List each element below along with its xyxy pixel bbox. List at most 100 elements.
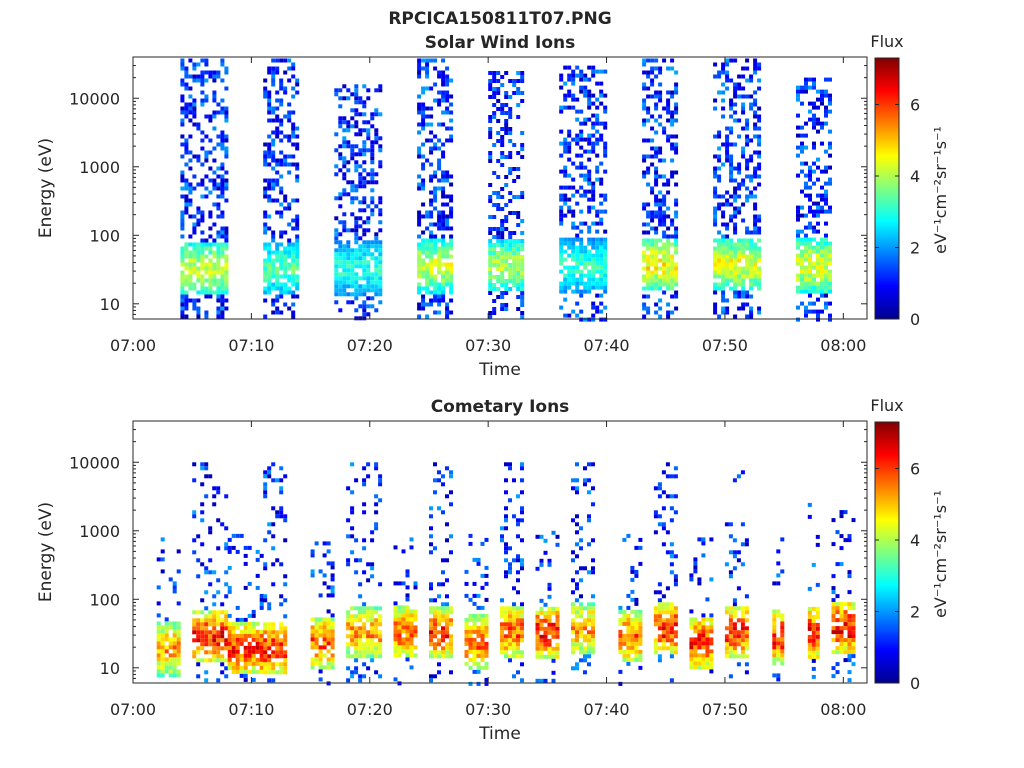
heatmap-cell: [196, 610, 201, 615]
heatmap-cell: [587, 261, 592, 266]
heatmap-cell: [437, 582, 441, 587]
heatmap-cell: [208, 226, 213, 231]
heatmap-cell: [666, 246, 671, 251]
heatmap-cell: [429, 630, 433, 635]
heatmap-cell: [342, 244, 347, 249]
heatmap-cell: [618, 605, 623, 610]
heatmap-cell: [445, 222, 450, 227]
heatmap-cell: [168, 625, 173, 630]
heatmap-cell: [646, 294, 651, 299]
heatmap-cell: [804, 257, 808, 262]
heatmap-cell: [267, 646, 272, 651]
heatmap-cell: [753, 274, 758, 279]
heatmap-cell: [828, 165, 832, 170]
heatmap-cell: [508, 243, 513, 247]
heatmap-cell: [370, 630, 375, 635]
heatmap-cell: [828, 317, 832, 322]
heatmap-cell: [220, 522, 225, 527]
heatmap-cell: [441, 650, 445, 655]
heatmap-cell: [504, 127, 509, 131]
heatmap-cell: [318, 665, 323, 670]
heatmap-cell: [263, 642, 268, 647]
heatmap-cell: [749, 270, 754, 275]
heatmap-cell: [741, 126, 746, 131]
heatmap-cell: [831, 626, 836, 631]
heatmap-cell: [591, 622, 595, 627]
heatmap-cell: [595, 269, 600, 274]
heatmap-cell: [192, 62, 197, 67]
heatmap-cell: [350, 212, 355, 217]
heatmap-cell: [812, 237, 816, 242]
heatmap-cell: [654, 90, 659, 95]
heatmap-cell: [732, 610, 737, 615]
heatmap-cell: [184, 266, 189, 271]
heatmap-cell: [267, 250, 272, 255]
heatmap-cell: [516, 243, 521, 247]
heatmap-cell: [271, 158, 276, 163]
heatmap-cell: [816, 249, 820, 254]
heatmap-cell: [796, 113, 800, 118]
heatmap-cell: [595, 237, 600, 242]
heatmap-cell: [658, 214, 663, 219]
heatmap-cell: [216, 202, 221, 207]
heatmap-cell: [575, 606, 579, 611]
heatmap-cell: [188, 278, 193, 283]
heatmap-cell: [208, 70, 213, 75]
heatmap-cell: [362, 100, 367, 105]
heatmap-cell: [362, 120, 367, 125]
heatmap-cell: [630, 645, 635, 650]
heatmap-cell: [701, 653, 706, 658]
heatmap-cell: [571, 486, 575, 491]
heatmap-cell: [362, 614, 367, 619]
heatmap-cell: [709, 669, 714, 674]
heatmap-cell: [441, 614, 445, 619]
heatmap-cell: [741, 102, 746, 107]
heatmap-cell: [275, 58, 280, 63]
heatmap-cell: [409, 625, 414, 630]
heatmap-cell: [168, 657, 173, 662]
heatmap-cell: [492, 247, 497, 251]
heatmap-cell: [724, 562, 729, 567]
heatmap-cell: [334, 228, 339, 233]
heatmap-cell: [358, 172, 363, 177]
heatmap-cell: [192, 102, 197, 107]
heatmap-cell: [749, 178, 754, 183]
heatmap-cell: [555, 642, 560, 647]
heatmap-cell: [847, 622, 852, 627]
heatmap-cell: [749, 314, 754, 319]
heatmap-cell: [437, 254, 442, 259]
heatmap-cell: [204, 114, 209, 119]
heatmap-cell: [429, 278, 434, 283]
heatmap-cell: [839, 642, 844, 647]
heatmap-cell: [200, 70, 205, 75]
heatmap-cell: [662, 214, 667, 219]
heatmap-cell: [200, 74, 205, 79]
heatmap-cell: [196, 646, 201, 651]
heatmap-cell: [508, 131, 513, 135]
heatmap-cell: [362, 538, 367, 543]
heatmap-cell: [504, 610, 508, 615]
heatmap-cell: [184, 138, 189, 143]
heatmap-cell: [421, 122, 426, 127]
heatmap-cell: [350, 148, 355, 153]
heatmap-cell: [449, 242, 454, 247]
heatmap-cell: [267, 142, 272, 147]
heatmap-cell: [354, 120, 359, 125]
heatmap-cell: [828, 261, 832, 266]
heatmap-cell: [287, 274, 292, 279]
heatmap-cell: [291, 134, 296, 139]
heatmap-cell: [358, 148, 363, 153]
heatmap-cell: [816, 253, 820, 258]
heatmap-cell: [449, 206, 454, 211]
heatmap-cell: [362, 184, 367, 189]
heatmap-cell: [504, 239, 509, 243]
heatmap-cell: [646, 270, 651, 275]
heatmap-cell: [445, 226, 450, 231]
heatmap-cell: [196, 254, 201, 259]
heatmap-cell: [160, 549, 165, 554]
heatmap-cell: [417, 106, 422, 111]
heatmap-cell: [657, 626, 662, 631]
heatmap-cell: [204, 606, 209, 611]
heatmap-cell: [642, 158, 647, 163]
heatmap-cell: [370, 240, 375, 245]
